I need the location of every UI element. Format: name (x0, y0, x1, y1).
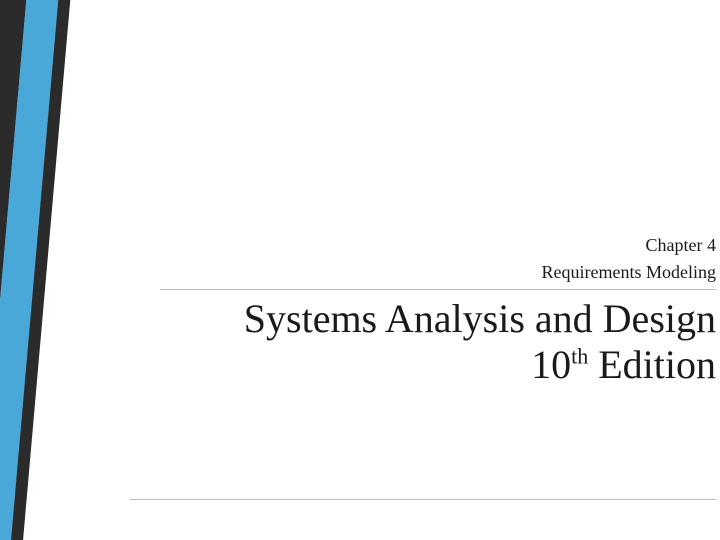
edition-ordinal-suffix: th (571, 344, 588, 369)
slide-content: Chapter 4 Requirements Modeling Systems … (160, 235, 720, 388)
chapter-label: Chapter 4 (160, 235, 716, 256)
edition-number: 10 (531, 342, 571, 387)
edition-word: Edition (588, 342, 716, 387)
slide-subtitle: Requirements Modeling (160, 262, 716, 290)
bottom-divider (130, 499, 716, 500)
slide-title: Systems Analysis and Design 10th Edition (160, 296, 716, 388)
title-line-1: Systems Analysis and Design (244, 296, 716, 341)
title-edition-line: 10th Edition (160, 342, 716, 388)
